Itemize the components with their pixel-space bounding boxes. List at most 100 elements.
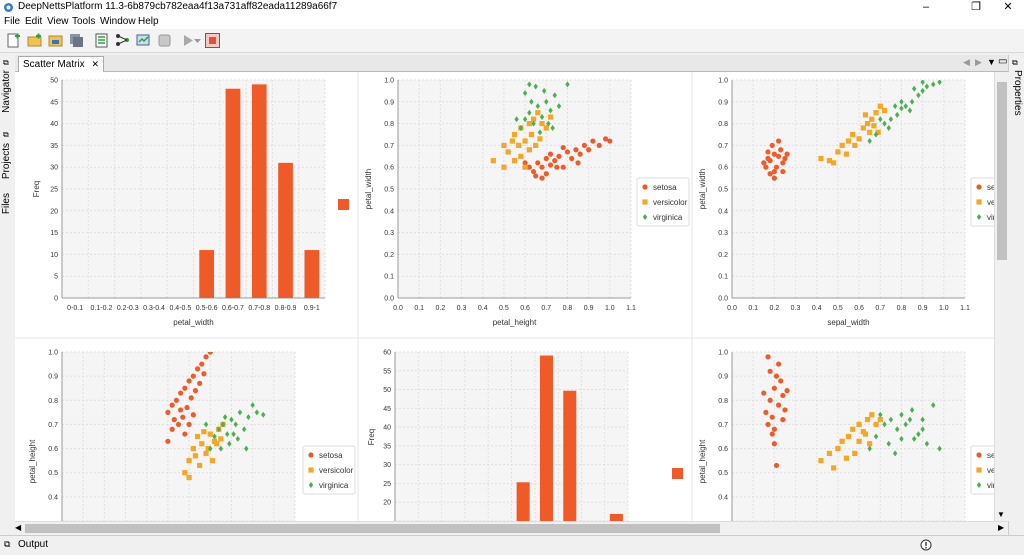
data-point	[560, 164, 566, 170]
run-dropdown-icon[interactable]	[193, 32, 202, 49]
data-point	[869, 412, 875, 418]
data-point	[642, 214, 648, 220]
data-point	[501, 164, 507, 170]
data-point	[233, 421, 238, 428]
data-point	[867, 441, 873, 447]
data-point	[261, 411, 266, 418]
settings-icon[interactable]	[156, 32, 173, 49]
properties-panel-tab[interactable]: Properties	[1012, 70, 1023, 116]
y-tick-label: 35	[383, 443, 391, 450]
dataset-icon[interactable]	[93, 32, 110, 49]
data-point	[543, 171, 549, 177]
data-point	[782, 155, 788, 162]
data-point	[220, 421, 226, 428]
tab-list-icon[interactable]: ▼	[987, 57, 996, 67]
y-tick-label: 35	[50, 143, 58, 150]
data-point	[765, 421, 771, 428]
restore-window-icon[interactable]: ⧉	[3, 58, 9, 67]
horizontal-scroll-thumb[interactable]	[25, 524, 720, 533]
data-point	[882, 421, 887, 428]
menu-help[interactable]: Help	[138, 16, 159, 27]
data-point	[976, 184, 982, 190]
data-point	[920, 80, 925, 86]
title-bar: DeepNettsPlatform 11.3-6b879cb782eaa4f13…	[0, 0, 1024, 15]
y-tick-label: 0.8	[48, 398, 58, 405]
output-window-icon[interactable]: ⧉	[4, 539, 11, 549]
stop-icon[interactable]	[204, 32, 221, 49]
menu-tools[interactable]: Tools	[72, 16, 96, 27]
navigator-panel-tab[interactable]: Navigator	[1, 70, 12, 113]
x-axis-label: sepal_width	[827, 318, 869, 327]
data-point	[931, 402, 936, 409]
close-icon[interactable]: ✕	[91, 59, 100, 69]
data-point	[250, 402, 255, 409]
run-icon[interactable]	[179, 32, 196, 49]
data-points-group	[490, 81, 613, 181]
vertical-scrollbar[interactable]: ▼	[994, 72, 1009, 521]
projects-panel-tab[interactable]: Projects	[1, 143, 12, 180]
maximize-icon[interactable]: ▭	[998, 56, 1008, 67]
data-points-group	[761, 80, 942, 181]
y-tick-label: 30	[50, 165, 58, 172]
y-tick-label: 0	[54, 296, 58, 303]
data-point	[547, 151, 554, 157]
menu-view[interactable]: View	[47, 16, 69, 27]
menu-window[interactable]: Window	[100, 16, 136, 27]
train-icon[interactable]	[135, 32, 152, 49]
y-tick-label: 0.2	[718, 252, 728, 259]
x-tick-label: 0.7-0.8	[248, 305, 270, 312]
data-point	[899, 435, 904, 442]
new-project-icon[interactable]	[26, 32, 43, 49]
y-tick-label: 0.4	[718, 208, 728, 215]
data-point	[192, 453, 199, 459]
data-point	[877, 103, 883, 109]
menu-edit[interactable]: Edit	[25, 16, 43, 27]
y-tick-label: 20	[383, 500, 391, 507]
data-point	[907, 107, 913, 114]
data-point	[218, 436, 224, 442]
data-point	[560, 144, 566, 151]
scroll-down-icon[interactable]: ▼	[997, 510, 1005, 519]
files-panel-tab[interactable]: Files	[1, 193, 12, 215]
data-point	[527, 81, 532, 88]
vertical-scroll-thumb[interactable]	[997, 82, 1007, 260]
y-tick-label: 0.7	[718, 422, 728, 429]
x-tick-label: 0.7	[875, 305, 885, 312]
scroll-right-icon[interactable]: ▶	[975, 57, 982, 67]
new-file-icon[interactable]	[5, 32, 22, 49]
scroll-right-icon[interactable]: ▶	[998, 523, 1005, 532]
y-tick-label: 0.9	[718, 99, 728, 106]
x-tick-label: 0.0	[727, 305, 737, 312]
data-point	[862, 431, 869, 437]
data-point	[547, 162, 554, 168]
restore-window-icon[interactable]: ⧉	[3, 130, 9, 139]
data-point	[590, 138, 596, 144]
scroll-left-icon[interactable]: ◀	[963, 57, 970, 67]
legend-label: setosa	[987, 183, 994, 192]
legend-label: setosa	[653, 183, 677, 192]
horizontal-scrollbar[interactable]: ◀ ▶	[15, 521, 1008, 535]
data-point	[182, 431, 188, 437]
data-point	[888, 116, 894, 123]
open-project-icon[interactable]	[47, 32, 64, 49]
x-tick-label: 0.8-0.9	[275, 305, 297, 312]
tab-scatter-matrix[interactable]: Scatter Matrix ✕	[18, 56, 105, 72]
data-point	[976, 199, 982, 205]
minimize-button[interactable]: –	[922, 1, 930, 13]
scroll-left-icon[interactable]: ◀	[15, 523, 22, 532]
network-icon[interactable]	[114, 32, 131, 49]
data-point	[850, 426, 856, 432]
output-tab[interactable]: Output	[18, 539, 49, 550]
data-point	[197, 380, 203, 386]
save-all-icon[interactable]	[68, 32, 85, 49]
data-point	[916, 92, 921, 99]
restore-button[interactable]: ❐	[971, 1, 981, 13]
data-point	[308, 482, 314, 488]
data-point	[171, 417, 177, 423]
menu-file[interactable]: File	[4, 16, 21, 27]
data-point	[537, 129, 543, 136]
notification-icon[interactable]	[920, 539, 932, 551]
restore-window-icon[interactable]: ⧉	[1012, 58, 1018, 67]
close-button[interactable]: ✕	[1003, 1, 1013, 13]
data-point	[539, 114, 545, 121]
